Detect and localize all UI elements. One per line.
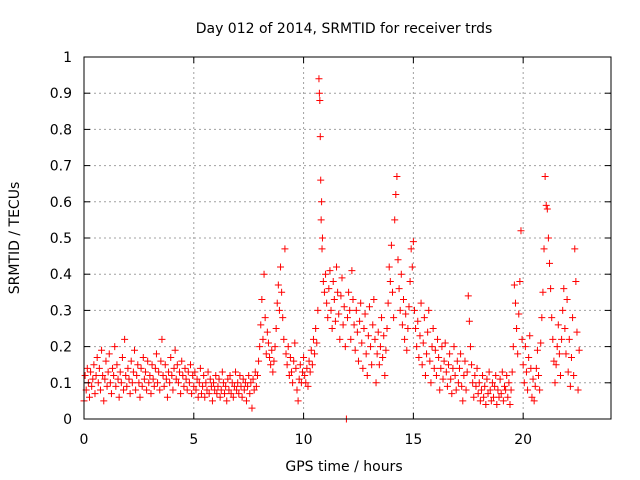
y-tick-label: 0.6 (50, 195, 72, 211)
y-tick-label: 0.7 (50, 159, 72, 175)
y-axis-label: SRMTID / TECUs (7, 182, 23, 295)
chart-title: Day 012 of 2014, SRMTID for receiver trd… (196, 21, 493, 37)
x-tick-label: 10 (295, 432, 313, 448)
y-tick-label: 0 (63, 412, 72, 428)
y-tick-label: 0.4 (50, 267, 72, 283)
x-tick-label: 5 (189, 432, 198, 448)
x-axis-label: GPS time / hours (285, 459, 402, 475)
y-tick-label: 1 (63, 50, 72, 66)
y-tick-label: 0.3 (50, 303, 72, 319)
chart-background (0, 0, 640, 480)
y-tick-label: 0.5 (50, 231, 72, 247)
srmtid-chart: 00.10.20.30.40.50.60.70.80.910 5 10 15 20 Da… (0, 0, 640, 480)
y-tick-label: 0.9 (50, 86, 72, 102)
y-tick-label: 0.8 (50, 122, 72, 138)
y-tick-label: 0.1 (50, 376, 72, 392)
x-tick-label: 0 (80, 432, 89, 448)
x-tick-label: 15 (404, 432, 422, 448)
x-tick-label: 20 (514, 432, 532, 448)
y-tick-label: 0.2 (50, 340, 72, 356)
